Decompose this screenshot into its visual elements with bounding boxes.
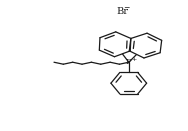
Text: +: + xyxy=(132,57,137,62)
Text: Br: Br xyxy=(117,7,129,16)
Text: P: P xyxy=(126,58,132,66)
Text: −: − xyxy=(123,4,130,13)
